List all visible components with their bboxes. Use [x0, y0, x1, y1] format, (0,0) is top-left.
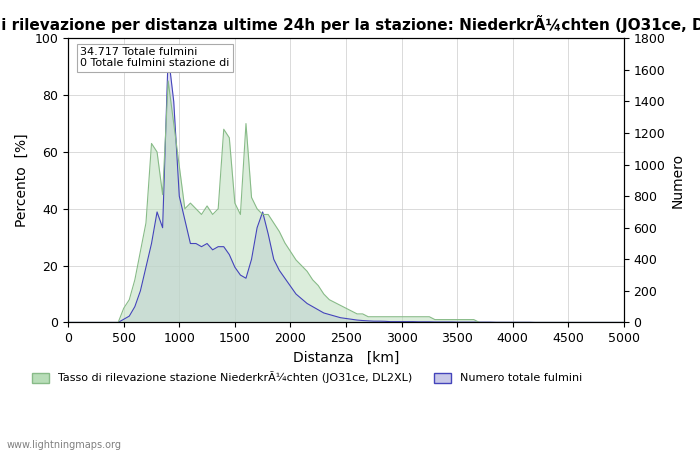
- Text: www.lightningmaps.org: www.lightningmaps.org: [7, 440, 122, 450]
- Text: 34.717 Totale fulmini
0 Totale fulmini stazione di: 34.717 Totale fulmini 0 Totale fulmini s…: [80, 47, 230, 68]
- X-axis label: Distanza   [km]: Distanza [km]: [293, 351, 399, 364]
- Y-axis label: Numero: Numero: [671, 153, 685, 208]
- Legend: Tasso di rilevazione stazione NiederkrÃ¼chten (JO31ce, DL2XL), Numero totale ful: Tasso di rilevazione stazione NiederkrÃ¼…: [28, 367, 587, 388]
- Title: Tasso di rilevazione per distanza ultime 24h per la stazione: NiederkrÃ¼chten (J: Tasso di rilevazione per distanza ultime…: [0, 15, 700, 33]
- Y-axis label: Percento  [%]: Percento [%]: [15, 134, 29, 227]
